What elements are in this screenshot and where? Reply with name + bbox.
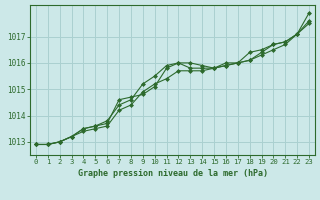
X-axis label: Graphe pression niveau de la mer (hPa): Graphe pression niveau de la mer (hPa) xyxy=(77,169,268,178)
